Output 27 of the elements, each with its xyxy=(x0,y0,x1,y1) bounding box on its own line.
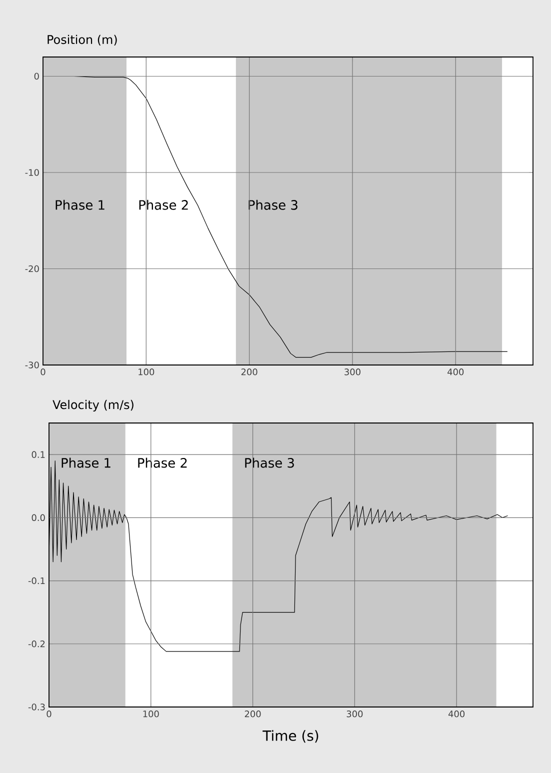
band-label: Phase 3 xyxy=(245,458,294,468)
y-tick-label: -0.3 xyxy=(28,704,45,710)
x-tick-label: 300 xyxy=(344,368,360,376)
band-label: Phase 2 xyxy=(138,458,187,468)
y-tick-label: 0.1 xyxy=(32,451,45,458)
band-label: Phase 3 xyxy=(248,200,298,210)
y-tick-label: -0.1 xyxy=(28,577,45,584)
x-tick-label: 400 xyxy=(448,368,464,376)
x-tick-label: 200 xyxy=(244,710,261,718)
y-tick-label: 0.0 xyxy=(32,514,45,522)
y-tick-label: -10 xyxy=(25,169,39,176)
y-tick-label: -0.2 xyxy=(28,640,45,648)
y-tick-label: -20 xyxy=(25,265,39,272)
x-tick-label: 0 xyxy=(46,710,52,718)
x-tick-label: 200 xyxy=(241,368,258,376)
x-tick-label: 400 xyxy=(448,710,465,718)
y-tick-label: 0 xyxy=(34,72,39,80)
x-axis-title: Time (s) xyxy=(262,730,318,743)
y-tick-label: -30 xyxy=(25,362,39,368)
band-label: Phase 1 xyxy=(62,458,110,468)
y-axis-title: Position (m) xyxy=(48,34,117,46)
y-axis-title: Velocity (m/s) xyxy=(52,400,134,412)
x-tick-label: 100 xyxy=(138,368,154,376)
band-label: Phase 2 xyxy=(139,200,188,210)
x-tick-label: 100 xyxy=(143,710,159,718)
band-label: Phase 1 xyxy=(56,200,104,210)
x-tick-label: 300 xyxy=(346,710,363,718)
